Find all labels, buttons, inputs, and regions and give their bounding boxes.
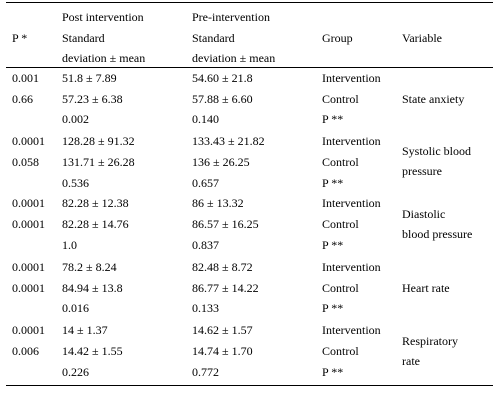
table-cell-group: Intervention [322,71,381,85]
table-cell-group: Control [322,281,359,295]
table-cell-pre: 86 ± 13.32 [192,196,244,210]
post-intervention-header: Post intervention [62,10,144,24]
variable-label-diastolic-line-2: blood pressure [402,227,473,241]
table-cell-group: P ** [322,112,344,126]
table-cell-p: 0.0001 [12,134,45,148]
variable-label-respiratory-line-2: rate [402,354,420,368]
table-cell-post: 0.016 [62,301,89,315]
table-cell-p: 0.0001 [12,217,45,231]
table-cell-post: 51.8 ± 7.89 [62,71,117,85]
table-cell-post: 131.71 ± 26.28 [62,155,135,169]
table-cell-post: 57.23 ± 6.38 [62,92,123,106]
table-cell-group: P ** [322,365,344,379]
table-cell-pre: 86.77 ± 14.22 [192,281,259,295]
pre-intervention-header: Pre-intervention [192,10,270,24]
table-cell-post: 14 ± 1.37 [62,323,108,337]
table-cell-pre: 0.133 [192,301,219,315]
table-cell-pre: 136 ± 26.25 [192,155,250,169]
table-cell-pre: 14.74 ± 1.70 [192,344,253,358]
table-cell-pre: 82.48 ± 8.72 [192,260,253,274]
table-cell-p: 0.001 [12,71,39,85]
variable-label-systolic-line-2: pressure [402,164,442,178]
table-cell-post: 0.002 [62,112,89,126]
table-cell-p: 0.0001 [12,323,45,337]
variable-label-respiratory-line-1: Respiratory [402,334,458,348]
table-cell-post: 14.42 ± 1.55 [62,344,123,358]
table-cell-post: 82.28 ± 14.76 [62,217,129,231]
table-cell-pre: 0.140 [192,112,219,126]
table-cell-group: Intervention [322,260,381,274]
post-sub-header-2: deviation ± mean [62,51,146,65]
table-cell-pre: 0.837 [192,238,219,252]
table-cell-post: 0.536 [62,176,89,190]
table-cell-post: 0.226 [62,365,89,379]
table-cell-group: P ** [322,301,344,315]
table-cell-post: 1.0 [62,238,77,252]
table-cell-p: 0.0001 [12,260,45,274]
table-cell-group: Control [322,344,359,358]
table-cell-pre: 14.62 ± 1.57 [192,323,253,337]
table-cell-p: 0.006 [12,344,39,358]
table-cell-post: 82.28 ± 12.38 [62,196,129,210]
p-column-header: P * [12,31,28,45]
table-cell-p: 0.0001 [12,196,45,210]
table-cell-group: Intervention [322,323,381,337]
table-cell-pre: 86.57 ± 16.25 [192,217,259,231]
table-top-rule [6,2,493,3]
variable-label-state-anxiety: State anxiety [402,92,465,106]
table-cell-group: Control [322,92,359,106]
table-cell-group: Control [322,155,359,169]
table-cell-post: 84.94 ± 13.8 [62,281,123,295]
table-cell-pre: 0.657 [192,176,219,190]
table-cell-pre: 0.772 [192,365,219,379]
table-cell-group: P ** [322,176,344,190]
table-cell-group: P ** [322,238,344,252]
variable-label-diastolic-line-1: Diastolic [402,207,446,221]
table-cell-pre: 54.60 ± 21.8 [192,71,253,85]
group-column-header: Group [322,31,353,45]
variable-label-heart-rate: Heart rate [402,281,450,295]
table-cell-p: 0.058 [12,155,39,169]
header-bottom-rule [6,67,493,68]
variable-label-systolic-line-1: Systolic blood [402,144,472,158]
table-cell-group: Control [322,217,359,231]
table-cell-post: 78.2 ± 8.24 [62,260,117,274]
variable-column-header: Variable [402,31,442,45]
table-cell-pre: 133.43 ± 21.82 [192,134,265,148]
table-cell-group: Intervention [322,134,381,148]
table-cell-pre: 57.88 ± 6.60 [192,92,253,106]
table-cell-group: Intervention [322,196,381,210]
post-sub-header-1: Standard [62,31,105,45]
table-cell-post: 128.28 ± 91.32 [62,134,135,148]
table-bottom-rule [6,385,493,386]
table-cell-p: 0.66 [12,92,33,106]
pre-sub-header-1: Standard [192,31,235,45]
pre-sub-header-2: deviation ± mean [192,51,276,65]
table-cell-p: 0.0001 [12,281,45,295]
